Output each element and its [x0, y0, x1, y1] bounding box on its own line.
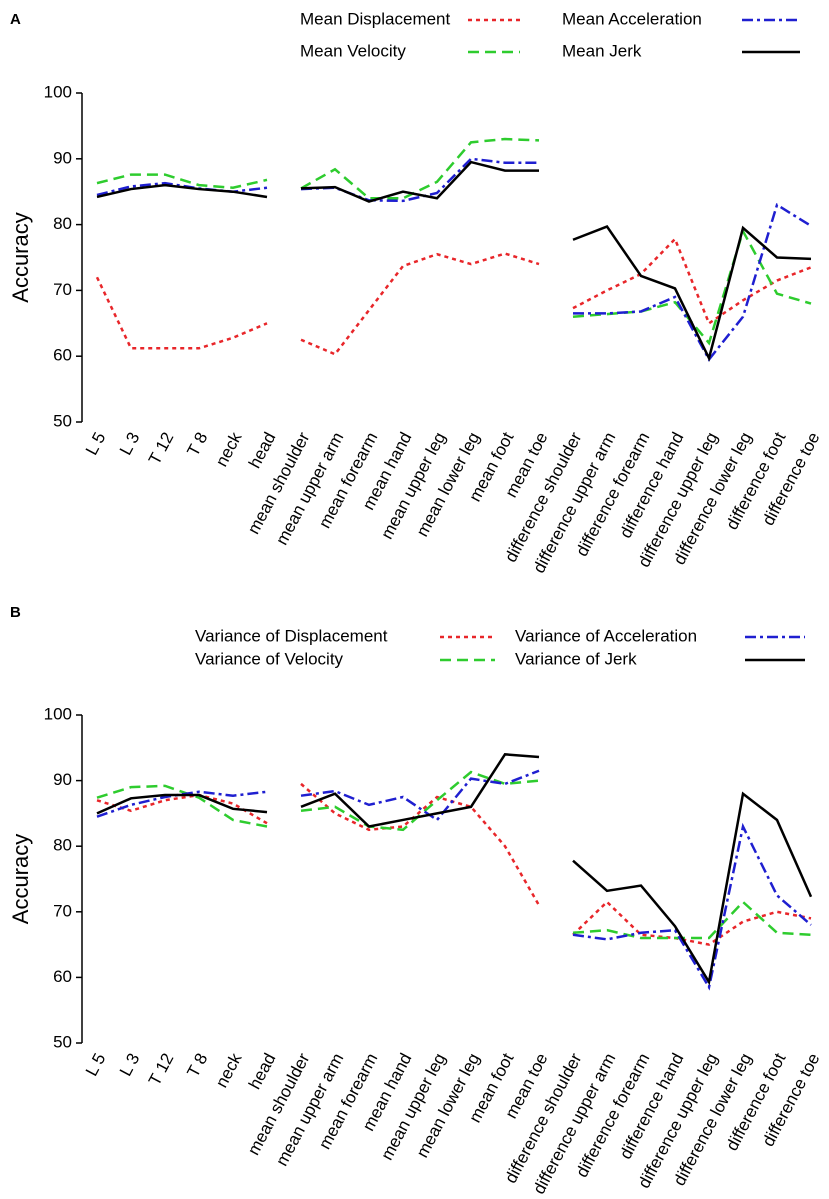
series-line	[300, 769, 540, 822]
y-tick-label: 70	[53, 280, 72, 299]
series-line	[96, 181, 268, 197]
series-line	[572, 822, 812, 991]
legend-label: Variance of Jerk	[515, 649, 637, 668]
legend-label: Variance of Displacement	[195, 626, 388, 645]
y-tick-label: 80	[53, 836, 72, 855]
series-line	[96, 173, 268, 190]
x-tick-label: neck	[212, 1050, 246, 1091]
series-line	[300, 770, 540, 832]
x-tick-label: L 5	[82, 1050, 110, 1079]
y-tick-label: 100	[44, 82, 72, 101]
x-tick-label: L 5	[82, 429, 110, 458]
y-tick-label: 60	[53, 346, 72, 365]
panel-label: B	[10, 604, 21, 621]
series-line	[572, 225, 812, 362]
series-line	[96, 183, 268, 199]
y-tick-label: 90	[53, 770, 72, 789]
x-tick-label: neck	[212, 429, 246, 470]
y-axis-label: Accuracy	[8, 834, 33, 924]
x-tick-label: head	[245, 1050, 280, 1092]
legend-label: Mean Velocity	[300, 41, 406, 60]
series-line	[572, 900, 812, 946]
series-line	[96, 793, 268, 825]
legend-label: Mean Acceleration	[562, 9, 702, 28]
legend-label: Variance of Velocity	[195, 649, 344, 668]
legend-label: Variance of Acceleration	[515, 626, 697, 645]
y-tick-label: 50	[53, 411, 72, 430]
x-tick-label: head	[245, 429, 280, 471]
y-axis-label: Accuracy	[8, 212, 33, 302]
x-tick-label: T 12	[145, 1050, 178, 1089]
x-tick-label: T 12	[145, 429, 178, 468]
y-tick-label: 60	[53, 967, 72, 986]
series-line	[300, 782, 541, 906]
series-line	[96, 793, 268, 815]
series-line	[572, 236, 812, 326]
y-tick-label: 70	[53, 901, 72, 920]
series-line	[300, 137, 540, 200]
series-line	[300, 160, 539, 203]
x-tick-label: T 8	[183, 1050, 211, 1080]
series-line	[300, 157, 539, 203]
y-tick-label: 100	[44, 704, 72, 723]
y-tick-label: 50	[53, 1032, 72, 1051]
x-tick-label: T 8	[183, 429, 211, 459]
x-tick-label: L 3	[116, 1050, 144, 1079]
series-line	[95, 276, 268, 350]
series-line	[96, 784, 268, 828]
series-line	[573, 202, 812, 362]
x-tick-label: L 3	[116, 429, 144, 458]
panel-label: A	[10, 11, 21, 28]
y-tick-label: 80	[53, 214, 72, 233]
series-line	[572, 791, 813, 986]
y-tick-label: 90	[53, 148, 72, 167]
series-line	[300, 252, 540, 356]
legend-label: Mean Displacement	[300, 9, 451, 28]
series-line	[572, 900, 812, 940]
series-line	[300, 753, 540, 828]
legend-label: Mean Jerk	[562, 41, 642, 60]
